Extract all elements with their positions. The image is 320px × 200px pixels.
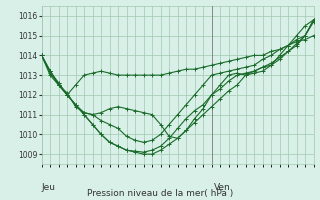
Text: Ven: Ven (214, 183, 231, 192)
Text: Pression niveau de la mer( hPa ): Pression niveau de la mer( hPa ) (87, 189, 233, 198)
Text: Jeu: Jeu (42, 183, 56, 192)
